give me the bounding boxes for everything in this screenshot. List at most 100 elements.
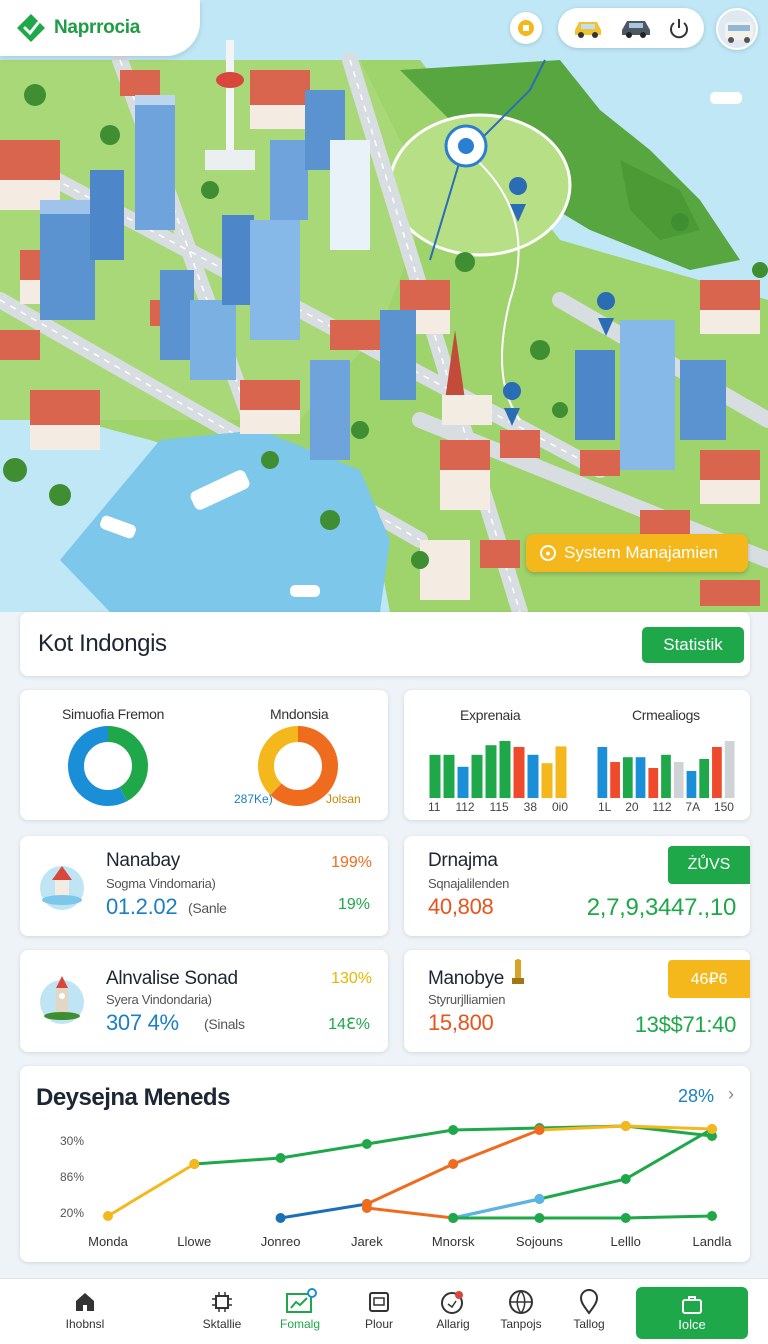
data-point[interactable] — [361, 1203, 372, 1213]
nav-item-globe[interactable]: Tanpojs — [486, 1287, 556, 1331]
kpi-subtitle: Sqnajalilenden — [428, 876, 510, 891]
data-point[interactable] — [448, 1125, 459, 1135]
kpi-card-alnvalise[interactable]: Alnvalise Sonad Syera Vindondaria) 307 4… — [20, 950, 388, 1052]
nav-item-home[interactable]: Ihobnsl — [50, 1287, 120, 1331]
bar-tick-label: 11 — [428, 800, 441, 814]
kpi-title: Nanabay — [106, 850, 180, 871]
kpi-value-note: (Sinals — [204, 1016, 245, 1032]
system-management-label: System Manajamien — [564, 543, 719, 562]
nav-item-alarm[interactable]: Allarig — [418, 1287, 488, 1331]
file-icon — [369, 1292, 389, 1312]
bar-chart-left[interactable] — [428, 736, 568, 798]
kpi-value: 307 4% — [106, 1010, 179, 1035]
chevron-right-icon[interactable]: › — [728, 1084, 734, 1104]
power-icon[interactable] — [667, 16, 691, 40]
bar-3[interactable] — [471, 754, 483, 798]
bar-2[interactable] — [457, 766, 469, 798]
bar-1[interactable] — [610, 762, 620, 798]
data-point[interactable] — [189, 1159, 200, 1169]
data-point[interactable] — [448, 1213, 459, 1223]
data-point[interactable] — [448, 1159, 459, 1169]
nav-item-files[interactable]: Plour — [344, 1287, 414, 1331]
info-icon: ● — [540, 545, 556, 561]
donut-panel: Simuofia Fremon Mndonsia 287Ke) Jolsan — [20, 690, 388, 820]
bar-right-label: Crmealiogs — [632, 707, 700, 723]
car-icon[interactable] — [619, 16, 653, 40]
data-point[interactable] — [707, 1131, 717, 1141]
bar-4[interactable] — [648, 768, 659, 798]
system-management-button[interactable]: ● System Manajamien — [526, 534, 748, 572]
x-tick: Jarek — [350, 1234, 383, 1249]
bar-5[interactable] — [499, 741, 511, 798]
nav-item-label: Tanpojs — [500, 1317, 542, 1331]
city-map[interactable] — [0, 0, 768, 612]
statistics-button[interactable]: Statistik — [642, 627, 744, 663]
app-logo[interactable]: Naprrocia — [0, 0, 200, 56]
x-tick: Sojouns — [515, 1234, 563, 1249]
data-point[interactable] — [275, 1153, 286, 1163]
data-point[interactable] — [103, 1211, 113, 1221]
chart-board-icon — [286, 1288, 317, 1313]
donut-chart-left[interactable] — [66, 724, 150, 808]
bar-0[interactable] — [429, 754, 441, 798]
nav-item-label: Allarig — [436, 1317, 470, 1331]
bar-6[interactable] — [513, 747, 525, 798]
data-point[interactable] — [534, 1213, 545, 1223]
nav-item-active[interactable]: Fomalg — [265, 1287, 335, 1331]
bar-4[interactable] — [485, 745, 497, 798]
bar-right-ticks: 1L 20 112 7A 150 — [598, 800, 734, 814]
line-chart-title: Deysejna Meneds — [36, 1084, 230, 1111]
data-point[interactable] — [620, 1174, 631, 1184]
data-point[interactable] — [534, 1194, 545, 1204]
taxi-icon[interactable] — [571, 16, 605, 40]
donut-chart-right[interactable] — [256, 724, 340, 808]
donut-right-label: Mndonsia — [270, 706, 329, 722]
bar-0[interactable] — [597, 747, 608, 798]
donut-slice-1[interactable] — [258, 726, 338, 806]
nav-item-pin[interactable]: Tallog — [554, 1287, 624, 1331]
bar-chart-right[interactable] — [596, 736, 736, 798]
bar-8[interactable] — [541, 763, 553, 798]
bar-9[interactable] — [555, 746, 567, 798]
nav-item-label: Plour — [364, 1317, 393, 1331]
bar-tick-label: 7A — [685, 800, 701, 814]
y-tick: 20% — [60, 1206, 85, 1220]
user-avatar[interactable] — [716, 8, 758, 50]
donut-slice-1[interactable] — [68, 726, 148, 806]
data-point[interactable] — [707, 1211, 717, 1221]
x-tick: Llowe — [177, 1234, 212, 1249]
bar-5[interactable] — [661, 754, 671, 798]
data-point[interactable] — [620, 1213, 631, 1223]
bar-6[interactable] — [673, 762, 684, 798]
kpi-tag: 46₽6 — [668, 960, 750, 998]
data-point[interactable] — [620, 1121, 631, 1131]
bar-3[interactable] — [635, 757, 646, 798]
kpi-card-drnajma[interactable]: Drnajma Sqnajalilenden 40,808 ŻŮVS 2,7,9… — [404, 836, 750, 936]
bar-8[interactable] — [699, 759, 710, 798]
bar-1[interactable] — [443, 754, 455, 798]
bar-2[interactable] — [622, 757, 633, 798]
x-tick: Landla — [692, 1234, 732, 1249]
kpi-card-manobye[interactable]: Manobye Styrurjlliamien 15,800 46₽6 13$$… — [404, 950, 750, 1052]
kpi-subtitle: Styrurjlliamien — [428, 992, 506, 1007]
bar-10[interactable] — [724, 741, 735, 798]
data-point[interactable] — [534, 1125, 545, 1135]
data-point[interactable] — [361, 1139, 372, 1149]
bar-7[interactable] — [686, 771, 697, 798]
nav-cta-button[interactable]: Iolce — [636, 1287, 748, 1339]
home-icon — [76, 1293, 94, 1311]
coin-button[interactable] — [510, 12, 542, 44]
bar-7[interactable] — [527, 754, 539, 798]
kpi-pct-top: 130% — [331, 970, 372, 987]
data-point[interactable] — [707, 1124, 717, 1134]
data-point[interactable] — [275, 1213, 286, 1223]
vehicle-selector[interactable] — [558, 8, 704, 48]
line-chart[interactable] — [20, 1066, 750, 1262]
kpi-card-nanabay[interactable]: Nanabay Sogma Vindomaria) 01.2.02 (Sanle… — [20, 836, 388, 936]
kpi-title: Manobye — [428, 968, 505, 989]
donut-left-label: Simuofia Fremon — [62, 706, 165, 722]
bar-tick-label: 115 — [489, 800, 509, 814]
nav-item-stats[interactable]: Sktallie — [187, 1287, 257, 1331]
nav-item-label: Tallog — [573, 1317, 605, 1331]
bar-9[interactable] — [712, 747, 722, 798]
